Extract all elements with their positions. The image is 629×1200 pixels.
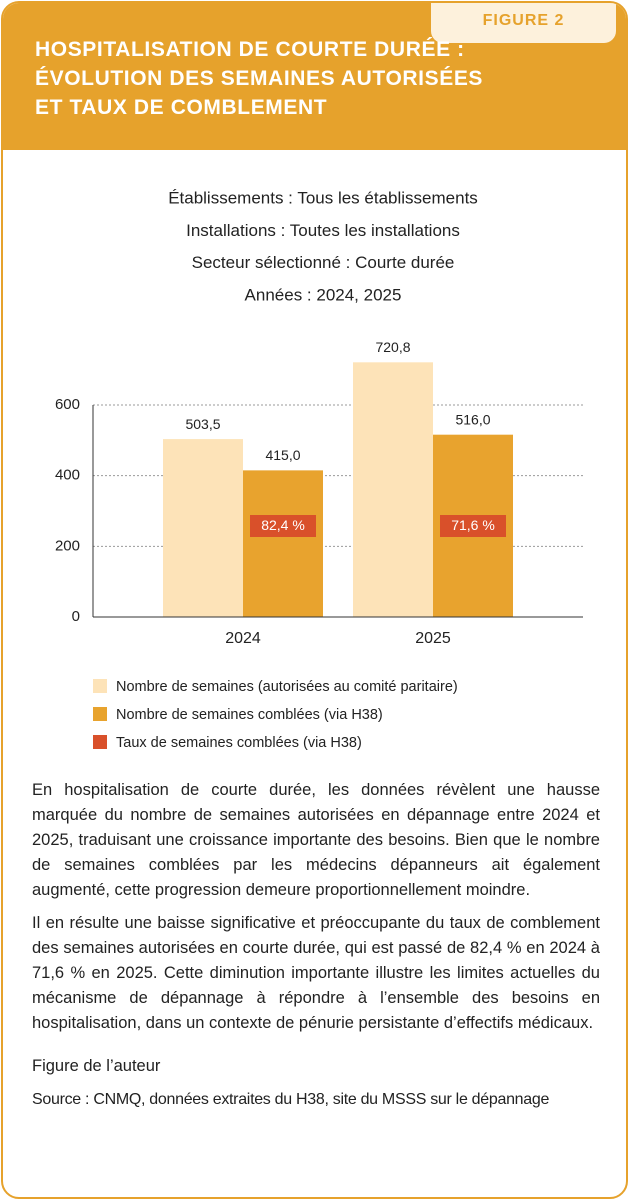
- x-tick-label: 2025: [415, 630, 451, 647]
- chart-subtitle: Installations : Toutes les installations: [186, 221, 460, 240]
- legend-label: Taux de semaines comblées (via H38): [116, 735, 362, 751]
- value-label: 720,8: [375, 339, 410, 355]
- y-tick-label: 200: [55, 537, 80, 554]
- rate-label: 71,6 %: [451, 517, 495, 533]
- legend-swatch: [93, 679, 107, 693]
- source: Source : CNMQ, données extraites du H38,…: [32, 1091, 550, 1108]
- value-label: 503,5: [185, 416, 220, 432]
- bar: [163, 439, 243, 617]
- value-label: 415,0: [265, 447, 300, 463]
- y-tick-label: 400: [55, 467, 80, 484]
- body-text: En hospitalisation de courte durée, les …: [32, 778, 600, 1120]
- legend-swatch: [93, 707, 107, 721]
- figure-title: HOSPITALISATION DE COURTE DURÉE : ÉVOLUT…: [35, 38, 484, 119]
- bar: [353, 362, 433, 617]
- rate-badge: [250, 515, 316, 537]
- chart-subtitle: Secteur sélectionné : Courte durée: [192, 253, 455, 272]
- figure-label: FIGURE 2: [431, 3, 616, 43]
- legend-label: Nombre de semaines comblées (via H38): [116, 707, 383, 723]
- credit: Figure de l’auteur: [32, 1057, 161, 1075]
- paragraph: Il en résulte une baisse significative e…: [32, 914, 600, 1032]
- y-tick-label: 600: [55, 396, 80, 413]
- legend-swatch: [93, 735, 107, 749]
- header: FIGURE 2 HOSPITALISATION DE COURTE DURÉE…: [3, 3, 626, 150]
- value-label: 516,0: [455, 411, 490, 427]
- x-tick-label: 2024: [225, 630, 261, 647]
- chart-subtitle: Années : 2024, 2025: [245, 285, 402, 304]
- chart: Établissements : Tous les établissements…: [55, 188, 583, 751]
- y-tick-label: 0: [72, 608, 80, 625]
- bar: [243, 470, 323, 617]
- paragraph: En hospitalisation de courte durée, les …: [32, 781, 600, 899]
- legend-label: Nombre de semaines (autorisées au comité…: [116, 679, 458, 695]
- rate-badge: [440, 515, 506, 537]
- chart-subtitle: Établissements : Tous les établissements: [168, 188, 478, 207]
- rate-label: 82,4 %: [261, 517, 305, 533]
